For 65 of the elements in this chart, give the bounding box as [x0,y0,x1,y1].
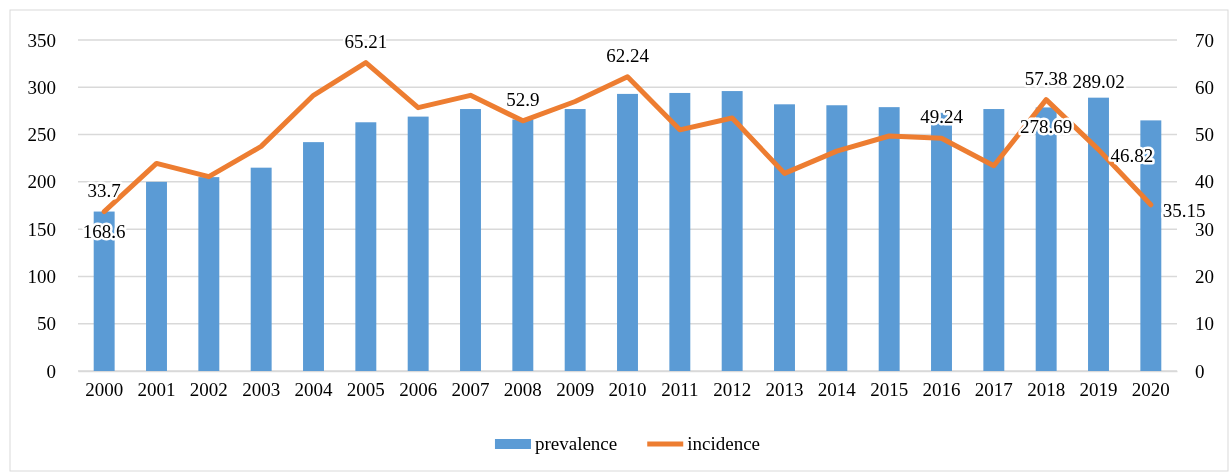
x-tick-label: 2016 [922,379,961,401]
x-tick-label: 2003 [242,379,281,401]
y2-tick-label: 60 [1195,76,1214,98]
bar [878,107,900,371]
y-tick-label: 250 [27,124,56,146]
bar [564,109,586,371]
x-tick-label: 2014 [817,379,857,401]
y2-tick-label: 30 [1195,218,1214,240]
data-label: 65.21 [344,30,388,52]
x-tick-label: 2008 [503,379,542,401]
y-tick-label: 200 [27,171,56,193]
x-tick-label: 2009 [556,379,595,401]
bar [826,105,848,371]
x-tick-label: 2013 [765,379,804,401]
y-tick-label: 100 [27,266,56,288]
bar [1088,97,1109,371]
x-tick-label: 2000 [85,379,124,401]
bar [774,104,795,371]
bar [512,119,534,371]
x-tick-label: 2015 [870,379,909,401]
y2-tick-label: 70 [1195,29,1214,51]
data-label: 35.15 [1162,199,1206,221]
y-tick-label: 0 [46,360,56,382]
x-tick-label: 2017 [974,379,1013,401]
y2-tick-label: 40 [1195,171,1214,193]
y-tick-label: 50 [37,313,56,335]
bar [355,122,377,371]
y-tick-label: 150 [27,218,56,240]
data-label: 62.24 [606,44,650,66]
x-tick-label: 2002 [189,379,228,401]
y2-tick-label: 20 [1195,266,1214,288]
bar [460,109,481,371]
y-tick-label: 300 [27,76,56,98]
x-tick-label: 2007 [451,379,490,401]
data-label: 278.69 [1020,116,1073,138]
y2-tick-label: 50 [1195,124,1214,146]
legend-label: prevalence [534,433,618,454]
x-tick-label: 2020 [1131,379,1170,401]
bar [303,142,324,371]
x-tick-label: 2005 [346,379,385,401]
x-tick-label: 2001 [137,379,176,401]
bar [146,181,167,371]
x-tick-label: 2018 [1027,379,1066,401]
x-tick-label: 2010 [608,379,647,401]
data-label: 57.38 [1024,67,1068,89]
y2-tick-label: 10 [1195,313,1214,335]
bar [250,167,272,371]
data-label: 168.6 [82,220,126,242]
bar [407,116,429,371]
data-label: 33.7 [87,179,121,201]
bar [983,109,1005,371]
x-tick-label: 2012 [713,379,752,401]
bar [198,177,220,371]
y2-tick-label: 0 [1195,360,1205,382]
x-tick-label: 2006 [399,379,438,401]
bar [617,93,638,371]
legend-label: incidence [687,433,761,454]
y-tick-label: 350 [27,29,56,51]
bar [669,92,691,371]
x-tick-label: 2019 [1079,379,1118,401]
x-tick-label: 2004 [294,379,333,401]
x-tick-label: 2011 [661,379,699,401]
data-label: 289.02 [1072,70,1125,92]
data-label: 52.9 [506,88,540,110]
bar [721,91,743,371]
